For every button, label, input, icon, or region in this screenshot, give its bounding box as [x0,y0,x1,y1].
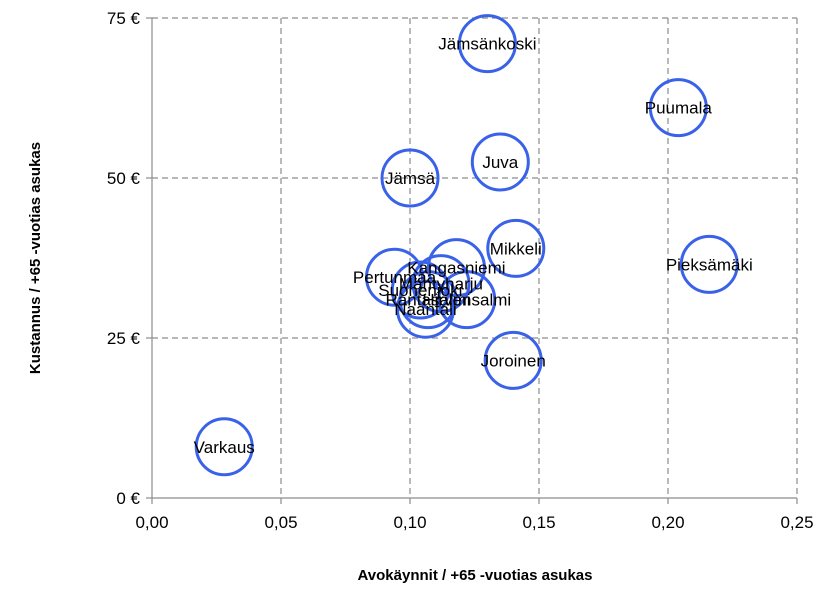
data-point-marker [365,247,425,307]
x-tick-label: 0,25 [780,513,813,532]
x-tick-label: 0,20 [651,513,684,532]
data-point-label: Pertunmaa [353,268,437,287]
y-tick-labels: 0 € 25 € 50 € 75 € [107,9,141,508]
data-point-marker [457,14,517,74]
data-point-label: Jämsänkoski [438,35,536,54]
data-point-marker [437,270,497,330]
data-point-marker [679,234,739,294]
data-point-label: Rantasalmi [386,291,471,310]
data-point-label: Hirvensalmi [422,291,511,310]
x-tick-label: 0,00 [135,513,168,532]
data-points: Jämsänkoski Puumala Juva Jämsä Mikkeli Pieksä… [194,14,753,477]
y-tick-label: 50 € [107,169,141,188]
data-point-marker [194,417,254,477]
data-point-marker [483,330,543,390]
data-point-label: Varkaus [194,438,255,457]
data-point-marker [390,260,450,320]
data-point-label: Mäntyharju [399,275,483,294]
data-point-label: Joroinen [481,351,546,370]
x-tick-labels: 0,00 0,05 0,10 0,15 0,20 0,25 [135,513,813,532]
y-tick-label: 0 € [116,489,140,508]
data-point-marker [648,78,708,138]
data-point-label: Mikkeli [490,239,542,258]
y-tick-label: 75 € [107,9,141,28]
data-point-label: Kangasniemi [407,259,505,278]
y-axis-title: Kustannus / +65 -vuotias asukas [27,142,44,374]
data-point-marker [486,218,546,278]
data-point-label: Suonenjoki [378,281,462,300]
data-point-marker [470,132,530,192]
data-point-label: Naantali [394,300,456,319]
x-tick-label: 0,15 [522,513,555,532]
data-point-label: Puumala [645,99,713,118]
x-tick-label: 0,05 [264,513,297,532]
x-tick-label: 0,10 [393,513,426,532]
y-tick-label: 25 € [107,329,141,348]
data-point-marker [380,148,440,208]
data-point-label: Jämsä [385,169,436,188]
point-labels: Jämsänkoski Puumala Juva Jämsä Mikkeli Pieksä… [194,35,753,457]
data-point-label: Juva [482,153,518,172]
data-point-label: Pieksämäki [666,255,753,274]
axes [146,17,798,504]
point-markers [194,14,739,477]
x-axis-title: Avokäynnit / +65 -vuotias asukas [358,567,593,584]
data-point-marker [395,279,455,339]
